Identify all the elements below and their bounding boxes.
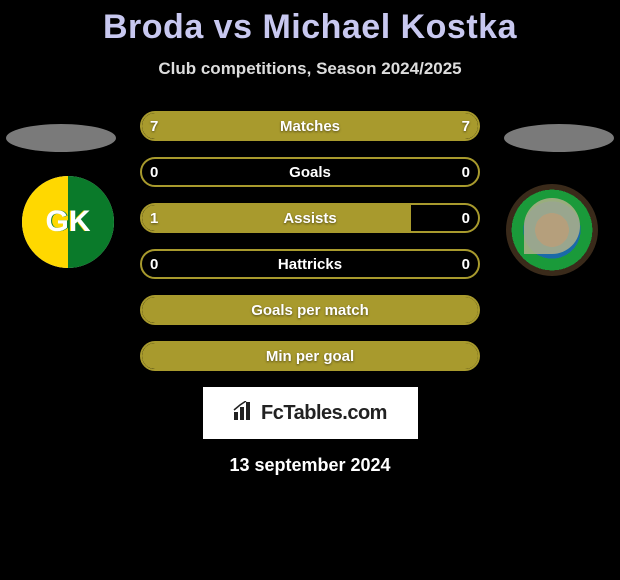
stat-row-matches: 7 Matches 7 xyxy=(140,111,480,141)
stat-value-right: 0 xyxy=(462,205,470,231)
club-logo-right xyxy=(506,184,598,276)
stat-label: Matches xyxy=(142,113,478,139)
club-logo-left: GK xyxy=(22,176,114,268)
stat-row-goals-per-match: Goals per match xyxy=(140,295,480,325)
player-shadow-right xyxy=(504,124,614,152)
stat-row-hattricks: 0 Hattricks 0 xyxy=(140,249,480,279)
brand-text: FcTables.com xyxy=(261,402,387,425)
lion-icon xyxy=(524,198,580,254)
stat-row-assists: 1 Assists 0 xyxy=(140,203,480,233)
bar-chart-icon xyxy=(233,401,255,426)
subtitle: Club competitions, Season 2024/2025 xyxy=(0,59,620,79)
stat-row-goals: 0 Goals 0 xyxy=(140,157,480,187)
stat-label: Assists xyxy=(142,205,478,231)
stat-value-right: 7 xyxy=(462,113,470,139)
stat-value-right: 0 xyxy=(462,159,470,185)
lion-crest-logo xyxy=(506,184,598,276)
gks-logo-text: GK xyxy=(46,205,91,239)
stats-list: 7 Matches 7 0 Goals 0 1 Assists 0 0 Hatt… xyxy=(140,111,480,371)
date-text: 13 september 2024 xyxy=(0,455,620,476)
stat-row-min-per-goal: Min per goal xyxy=(140,341,480,371)
stat-label: Min per goal xyxy=(142,343,478,369)
brand-badge: FcTables.com xyxy=(203,387,418,439)
stat-label: Hattricks xyxy=(142,251,478,277)
stat-label: Goals per match xyxy=(142,297,478,323)
stat-label: Goals xyxy=(142,159,478,185)
player-shadow-left xyxy=(6,124,116,152)
comparison-card: Broda vs Michael Kostka Club competition… xyxy=(0,0,620,476)
stat-value-right: 0 xyxy=(462,251,470,277)
page-title: Broda vs Michael Kostka xyxy=(0,8,620,47)
gks-logo: GK xyxy=(22,176,114,268)
